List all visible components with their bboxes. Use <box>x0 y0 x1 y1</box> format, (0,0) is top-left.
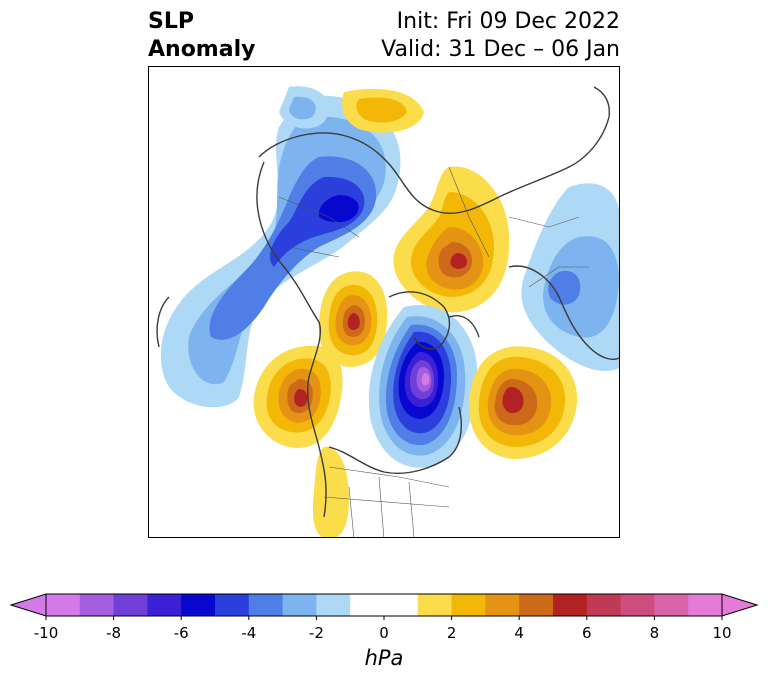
colorbar-extend-min <box>10 593 47 617</box>
colorbar-tick-label: 10 <box>712 624 732 642</box>
colorbar-segment <box>451 594 486 616</box>
colorbar-segment <box>519 594 554 616</box>
colorbar-segment <box>316 594 351 616</box>
title-field: Anomaly <box>148 37 256 62</box>
colorbar-tick-label: -4 <box>241 624 257 642</box>
high-anomaly-alaska <box>318 271 388 367</box>
colorbar-segment <box>248 594 284 616</box>
title-left: SLP Anomaly <box>148 8 255 64</box>
colorbar-segment <box>215 594 250 616</box>
anomaly-map <box>156 86 619 537</box>
colorbar-segment <box>147 594 182 616</box>
high-anomaly-arctic <box>342 88 424 133</box>
colorbar-segment <box>350 594 385 616</box>
low-anomaly-asia <box>521 183 619 371</box>
colorbar-segment <box>113 594 148 616</box>
colorbar-segment <box>688 594 723 616</box>
political-borders <box>278 166 589 537</box>
colorbar-tick-label: -8 <box>106 624 122 642</box>
colorbar-extend-max <box>721 593 758 617</box>
high-anomaly-eurasia <box>393 166 510 313</box>
colorbar-tick-label: 8 <box>649 624 660 642</box>
colorbar-tick-label: -6 <box>173 624 189 642</box>
colorbar-segment <box>417 594 453 616</box>
low-anomaly-canada <box>368 305 478 468</box>
colorbar-segment <box>654 594 689 616</box>
colorbar-segment <box>181 594 216 616</box>
colorbar-tick-label: -2 <box>308 624 324 642</box>
title-right: Init: Fri 09 Dec 2022 Valid: 31 Dec – 06… <box>381 8 620 64</box>
colorbar-unit-label: hPa <box>364 646 404 670</box>
map-panel <box>148 66 620 538</box>
colorbar <box>10 593 758 620</box>
colorbar-segment <box>384 594 419 616</box>
colorbar-segment <box>620 594 655 616</box>
title-variable: SLP <box>148 9 194 34</box>
colorbar-segment <box>79 594 115 616</box>
high-anomaly-western-us <box>312 446 349 537</box>
colorbar-segment <box>46 594 81 616</box>
low-anomaly-pacific <box>160 95 401 408</box>
init-date: Init: Fri 09 Dec 2022 <box>396 9 620 34</box>
colorbar-segment <box>282 594 317 616</box>
colorbar-segment <box>553 594 588 616</box>
colorbar-tick-label: 0 <box>379 624 389 642</box>
colorbar-tick-label: 6 <box>582 624 592 642</box>
colorbar-ticks: -10 -8 -6 -4 -2 0 2 4 6 8 10 <box>0 624 768 644</box>
colorbar-tick-label: 2 <box>446 624 457 642</box>
colorbar-tick-label: 4 <box>514 624 524 642</box>
low-anomaly-north-core <box>289 96 316 120</box>
colorbar-segment <box>485 594 520 616</box>
high-anomaly-atlantic <box>468 346 578 459</box>
valid-range: Valid: 31 Dec – 06 Jan <box>381 37 620 62</box>
high-anomaly-gulf-of-alaska <box>253 345 343 448</box>
colorbar-tick-label: -10 <box>33 624 59 642</box>
colorbar-segment <box>586 594 622 616</box>
coastlines <box>156 86 619 518</box>
